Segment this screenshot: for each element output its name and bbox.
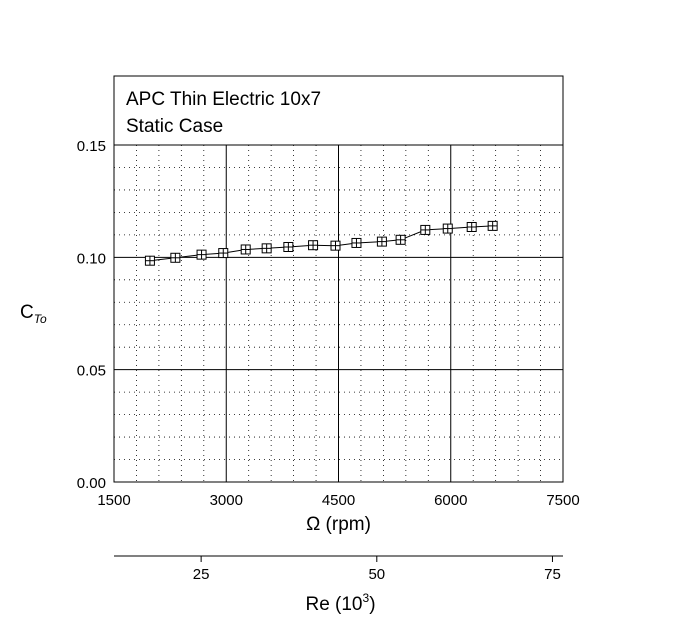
data-point bbox=[395, 234, 406, 245]
secondary-axis-title: Re (103) bbox=[305, 591, 375, 615]
major-grid bbox=[114, 145, 563, 482]
x-tick-label: 6000 bbox=[434, 492, 467, 509]
x-tick-label: 1500 bbox=[97, 492, 130, 509]
series-line bbox=[149, 225, 493, 262]
x-axis-title: Ω (rpm) bbox=[306, 514, 371, 535]
title-box: APC Thin Electric 10x7 Static Case bbox=[113, 75, 564, 146]
y-axis-title-sub: To bbox=[34, 312, 47, 326]
x-tick-label: 7500 bbox=[546, 492, 579, 509]
secondary-axis-title-main: Re (10 bbox=[305, 594, 362, 615]
secondary-ticks: 25 50 75 bbox=[193, 556, 561, 583]
secondary-tick-label: 75 bbox=[544, 566, 561, 583]
y-tick-label: 0.00 bbox=[77, 475, 106, 492]
chart-title-line-1: APC Thin Electric 10x7 bbox=[126, 89, 321, 110]
data-point bbox=[218, 248, 229, 259]
secondary-axis-title-sup: 3 bbox=[363, 591, 370, 605]
y-axis-title-main: C bbox=[20, 302, 34, 323]
data-point bbox=[420, 224, 431, 235]
data-point bbox=[308, 240, 319, 251]
chart-title-line-2: Static Case bbox=[126, 116, 223, 137]
secondary-tick-label: 50 bbox=[368, 566, 385, 583]
secondary-tick-label: 25 bbox=[193, 566, 210, 583]
data-point bbox=[144, 255, 155, 266]
title-rect bbox=[113, 75, 564, 146]
x-tick-labels: 1500 3000 4500 6000 7500 bbox=[97, 492, 579, 509]
x-tick-label: 4500 bbox=[322, 492, 355, 509]
data-point bbox=[442, 223, 453, 234]
x-tick-label: 3000 bbox=[210, 492, 243, 509]
data-point bbox=[261, 243, 272, 254]
y-tick-labels: 0.00 0.05 0.10 0.15 bbox=[77, 138, 106, 492]
data-point bbox=[376, 236, 387, 247]
secondary-axis-title-end: ) bbox=[369, 594, 375, 615]
data-point bbox=[240, 244, 251, 255]
data-point bbox=[283, 241, 294, 252]
series-markers bbox=[144, 220, 498, 266]
minor-grid bbox=[114, 145, 563, 482]
data-point bbox=[351, 237, 362, 248]
y-axis-title: CTo bbox=[20, 302, 47, 326]
data-point bbox=[466, 222, 477, 233]
secondary-x-axis: 25 50 75 Re (103) bbox=[114, 555, 563, 615]
data-point bbox=[170, 252, 181, 263]
y-tick-label: 0.05 bbox=[77, 363, 106, 380]
y-tick-label: 0.15 bbox=[77, 138, 106, 155]
data-point bbox=[196, 249, 207, 260]
y-tick-label: 0.10 bbox=[77, 250, 106, 267]
data-point bbox=[330, 240, 341, 251]
data-point bbox=[487, 220, 498, 231]
